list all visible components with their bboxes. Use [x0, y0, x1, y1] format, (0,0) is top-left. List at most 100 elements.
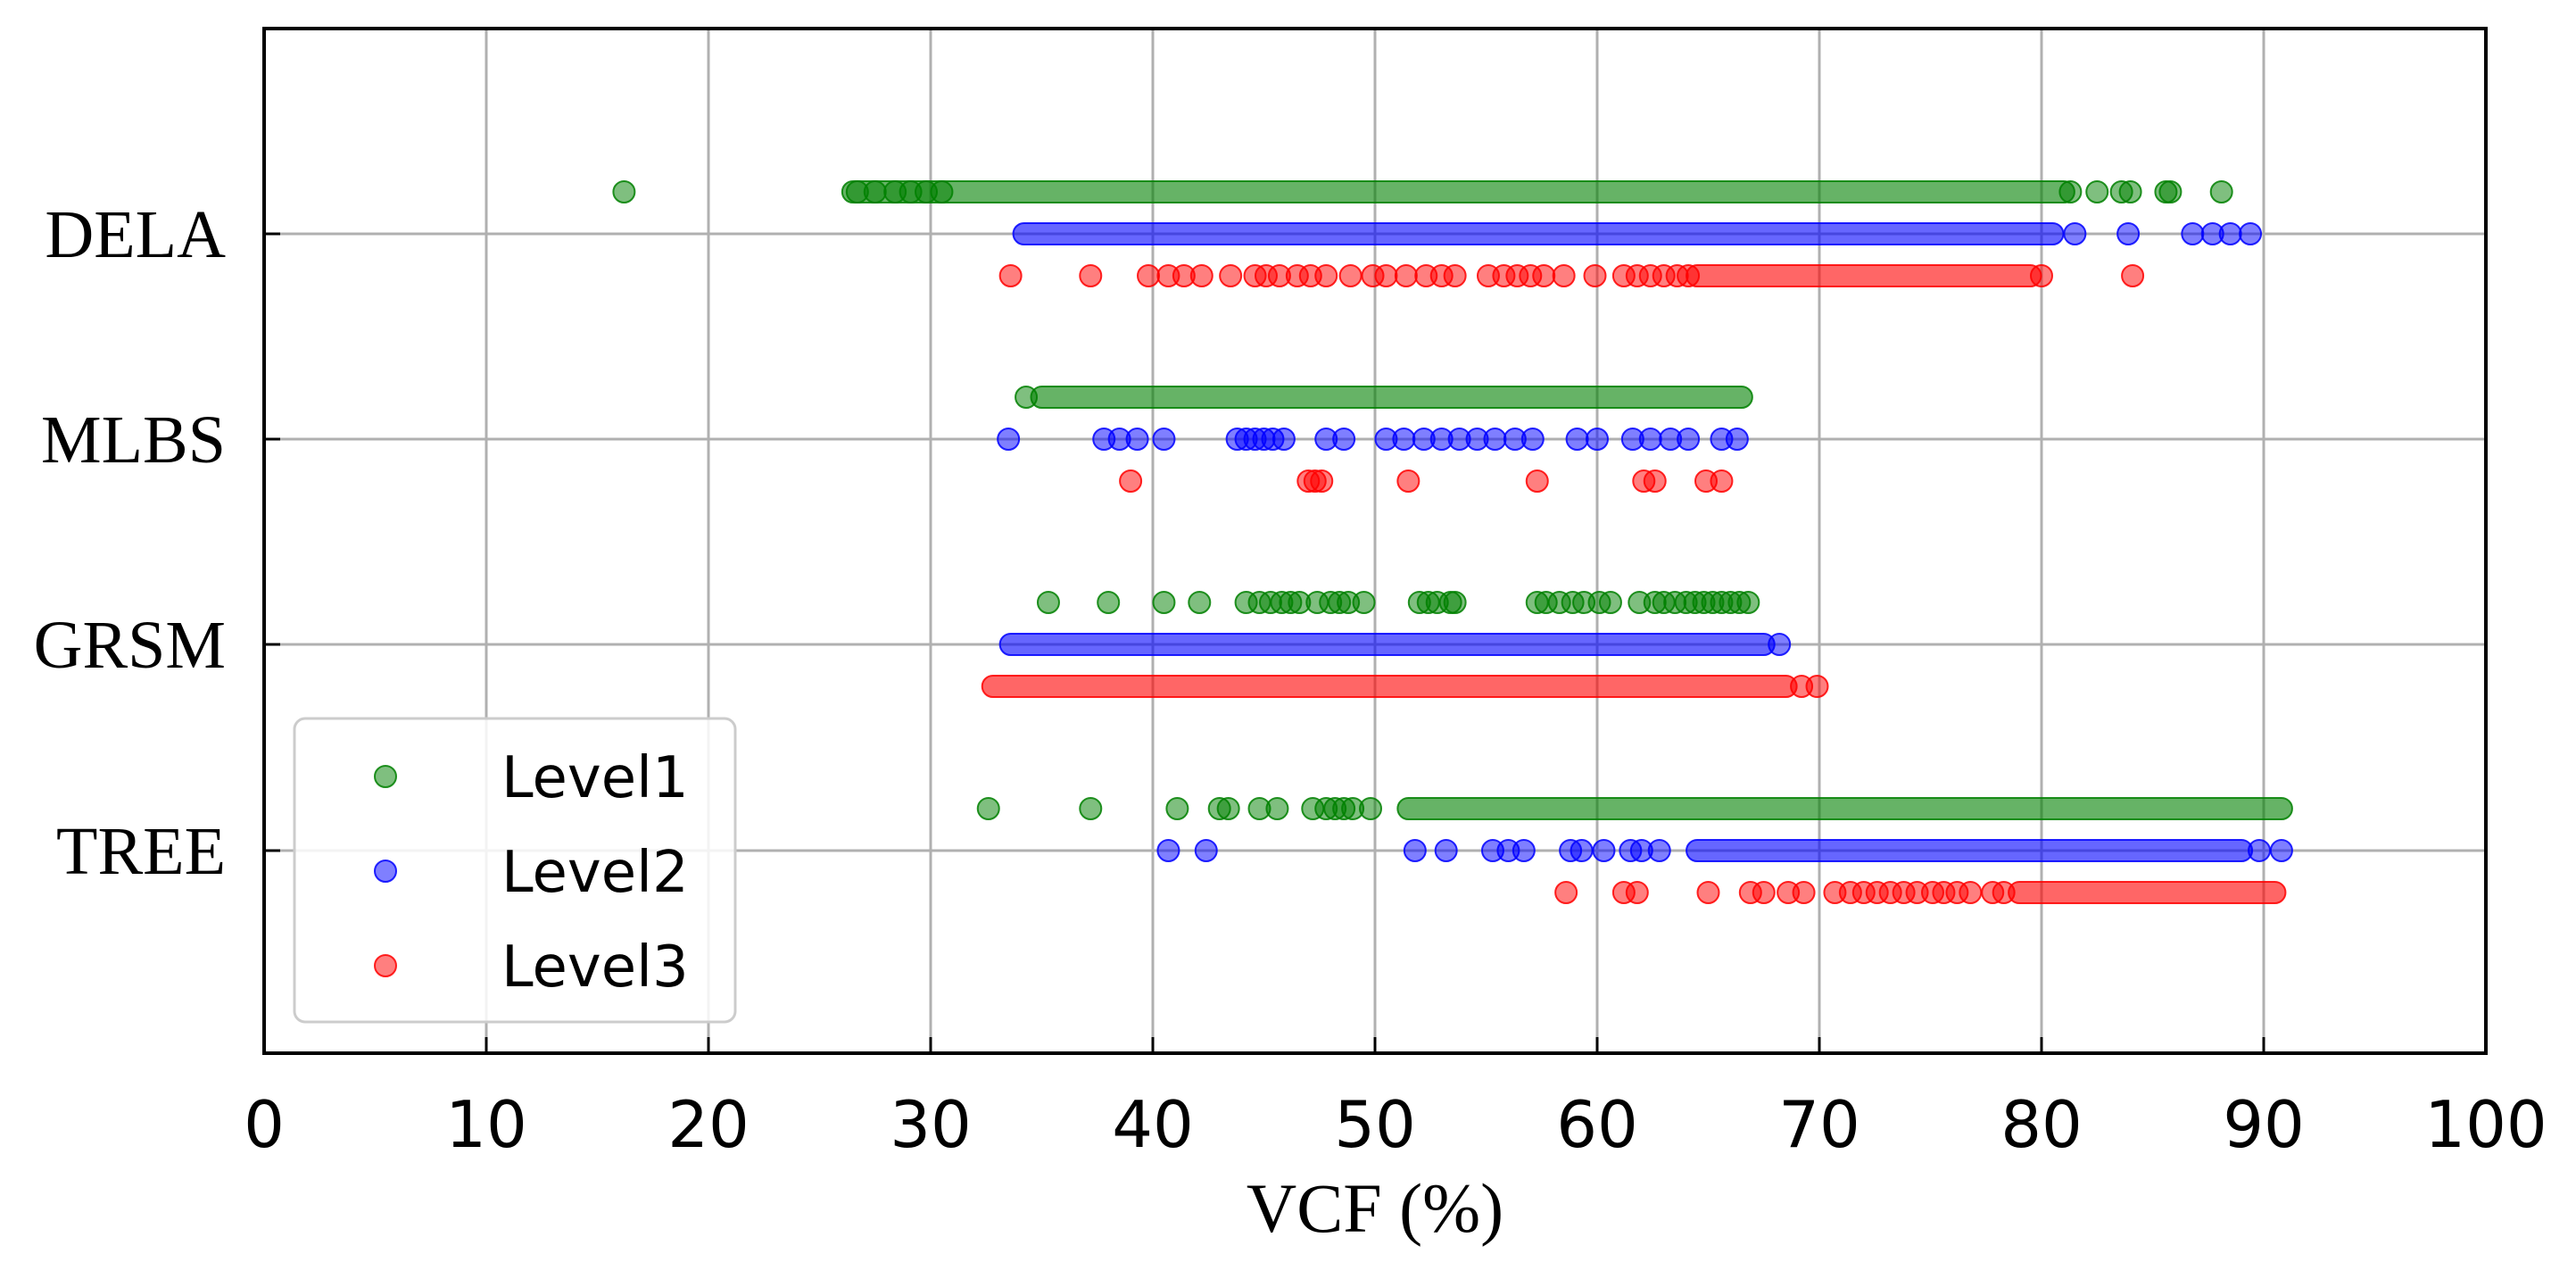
- legend-marker-level1: [374, 765, 397, 788]
- level2-point-grsm: [1768, 633, 1792, 656]
- level1-point-dela: [2118, 180, 2142, 203]
- level3-point-dela: [1314, 264, 1338, 287]
- level3-point-dela: [2030, 264, 2053, 287]
- level3-point-tree: [1625, 881, 1649, 904]
- level3-point-mlbs: [1525, 469, 1549, 493]
- level3-point-tree: [1792, 881, 1816, 904]
- level2-point-mlbs: [1125, 428, 1149, 451]
- level1-point-dela: [612, 180, 636, 203]
- level3-point-mlbs: [1710, 469, 1734, 493]
- level1-point-grsm: [1443, 591, 1467, 614]
- level1-point-tree: [1165, 797, 1189, 820]
- level1-point-dela: [863, 180, 887, 203]
- level2-point-tree: [1434, 839, 1458, 862]
- level2-point-mlbs: [1677, 428, 1701, 451]
- x-axis-label: VCF (%): [1247, 1169, 1503, 1247]
- level2-point-dela: [2181, 222, 2205, 245]
- level1-point-grsm: [1152, 591, 1176, 614]
- x-tick-label: 100: [2424, 1087, 2547, 1162]
- level3-point-tree: [1752, 881, 1776, 904]
- x-tick-label: 20: [667, 1087, 750, 1162]
- level3-point-tree: [1959, 881, 1983, 904]
- level2-point-mlbs: [1332, 428, 1356, 451]
- level2-point-mlbs: [1392, 428, 1416, 451]
- level2-point-tree: [1570, 839, 1594, 862]
- level3-point-dela: [998, 264, 1023, 287]
- level1-point-tree: [976, 797, 1000, 820]
- level2-point-tree: [1403, 839, 1427, 862]
- y-category-label-tree: TREE: [56, 814, 226, 889]
- level3-point-dela: [1443, 264, 1467, 287]
- level2-point-tree: [2269, 839, 2293, 862]
- level3-point-dela: [1189, 264, 1213, 287]
- level2-dense-run-grsm: [998, 633, 1776, 656]
- level3-point-dela: [1677, 264, 1701, 287]
- level3-point-dela: [1552, 264, 1576, 287]
- x-tick-label: 50: [1334, 1087, 1416, 1162]
- level3-point-dela: [2121, 264, 2145, 287]
- level1-dense-run-mlbs: [1030, 386, 1753, 409]
- y-category-label-mlbs: MLBS: [41, 403, 226, 478]
- x-tick-label: 70: [1778, 1087, 1860, 1162]
- level2-point-tree: [1156, 839, 1180, 862]
- level3-dense-run-grsm: [981, 675, 1798, 698]
- level2-dense-run-tree: [1686, 839, 2254, 862]
- level1-point-grsm: [1188, 591, 1212, 614]
- level1-point-grsm: [1352, 591, 1376, 614]
- level2-point-tree: [1647, 839, 1671, 862]
- level1-dense-run-tree: [1396, 797, 2293, 820]
- level1-point-dela: [2158, 180, 2183, 203]
- level2-point-dela: [2116, 222, 2141, 245]
- level1-point-dela: [2085, 180, 2109, 203]
- level1-point-tree: [1359, 797, 1383, 820]
- level2-point-mlbs: [1586, 428, 1609, 451]
- legend-label-level2: Level2: [501, 840, 689, 906]
- level3-dense-run-dela: [1686, 264, 2042, 287]
- level3-point-grsm: [1805, 675, 1829, 698]
- level3-point-mlbs: [1310, 469, 1334, 493]
- level2-point-tree: [2248, 839, 2272, 862]
- level1-point-dela: [2058, 180, 2083, 203]
- x-tick-label: 90: [2223, 1087, 2305, 1162]
- level3-point-dela: [1532, 264, 1556, 287]
- level1-point-grsm: [1598, 591, 1622, 614]
- level3-point-dela: [1137, 264, 1161, 287]
- legend-marker-level3: [374, 954, 397, 977]
- x-tick-label: 0: [244, 1087, 285, 1162]
- level1-point-tree: [1079, 797, 1103, 820]
- level2-point-dela: [2218, 222, 2242, 245]
- level2-point-mlbs: [1520, 428, 1545, 451]
- legend-label-level1: Level1: [501, 745, 689, 811]
- level1-point-dela: [930, 180, 954, 203]
- x-tick-label: 40: [1112, 1087, 1194, 1162]
- axis-ticks: 0 10 20 30 40 50 60 70 80 90 100 DELA MLBS GRSM TREE: [34, 197, 2547, 1162]
- level2-point-mlbs: [1152, 428, 1176, 451]
- level3-point-tree: [1992, 881, 2016, 904]
- level3-point-dela: [1374, 264, 1398, 287]
- level2-point-mlbs: [1483, 428, 1507, 451]
- level1-point-grsm: [1736, 591, 1760, 614]
- level1-dense-run-dela: [841, 180, 2075, 203]
- level3-point-mlbs: [1643, 469, 1667, 493]
- y-category-label-grsm: GRSM: [34, 608, 226, 683]
- level2-point-dela: [2063, 222, 2087, 245]
- level2-point-mlbs: [997, 428, 1021, 451]
- level2-point-tree: [1592, 839, 1616, 862]
- level2-point-tree: [1512, 839, 1536, 862]
- legend-label-level3: Level3: [501, 934, 689, 1001]
- level2-point-dela: [2239, 222, 2263, 245]
- level1-point-grsm: [1036, 591, 1060, 614]
- level2-point-mlbs: [1271, 428, 1296, 451]
- level3-point-mlbs: [1119, 469, 1143, 493]
- level1-point-tree: [1265, 797, 1289, 820]
- level3-point-dela: [1079, 264, 1103, 287]
- x-tick-label: 30: [890, 1087, 972, 1162]
- level1-point-mlbs: [1015, 386, 1039, 409]
- x-tick-label: 80: [2000, 1087, 2083, 1162]
- level2-point-mlbs: [1725, 428, 1749, 451]
- x-tick-label: 10: [445, 1087, 527, 1162]
- level1-point-tree: [1216, 797, 1240, 820]
- legend-marker-level2: [374, 860, 397, 883]
- level1-point-dela: [2209, 180, 2233, 203]
